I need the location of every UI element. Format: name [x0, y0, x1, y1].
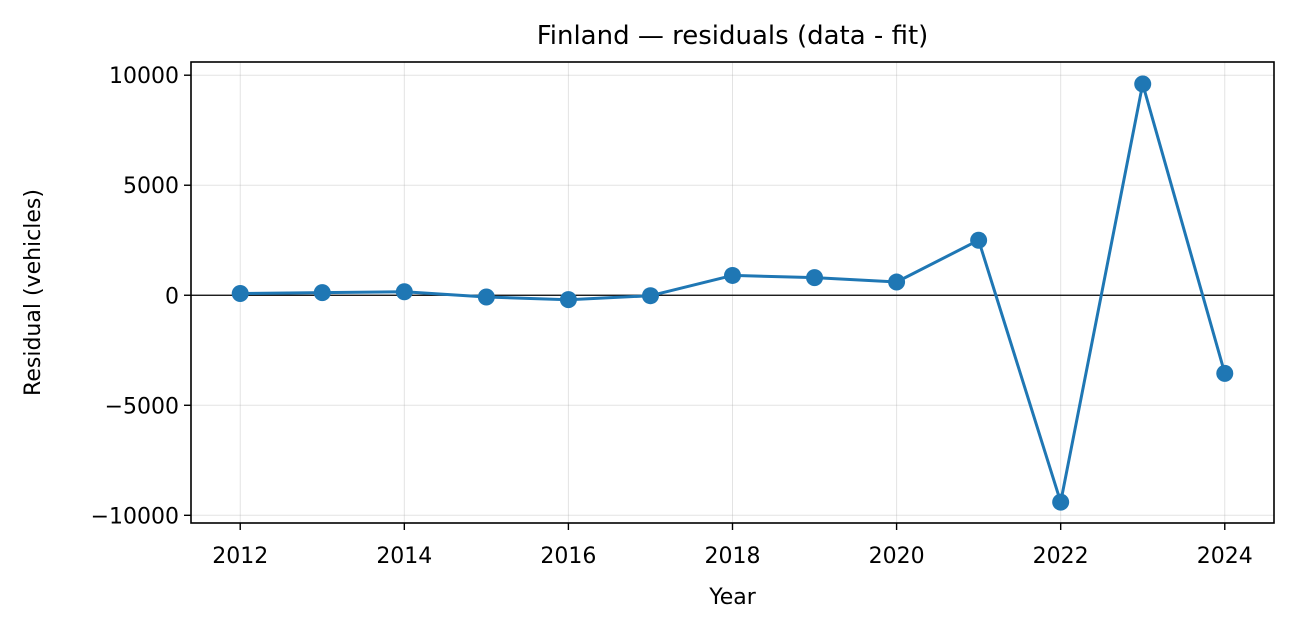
y-tick-label: 10000 — [109, 64, 179, 89]
x-tick-label: 2012 — [212, 544, 268, 569]
x-tick-label: 2022 — [1033, 544, 1089, 569]
x-tick-label: 2020 — [869, 544, 925, 569]
data-point — [1052, 493, 1070, 511]
data-point — [888, 273, 906, 291]
data-point — [1216, 364, 1234, 382]
data-point — [1134, 75, 1152, 93]
data-point — [641, 287, 659, 305]
x-axis-label: Year — [708, 585, 757, 610]
data-point — [313, 284, 331, 302]
x-tick-label: 2014 — [376, 544, 432, 569]
y-tick-label: 5000 — [123, 174, 179, 199]
y-tick-label: −5000 — [105, 394, 179, 419]
data-point — [724, 266, 741, 284]
x-tick-label: 2016 — [540, 544, 596, 569]
y-axis-label: Residual (vehicles) — [21, 189, 46, 396]
chart-title: Finland — residuals (data - fit) — [537, 21, 929, 51]
data-point — [395, 283, 413, 301]
y-tick-label: 0 — [165, 284, 179, 309]
data-point — [477, 288, 495, 306]
data-point — [970, 231, 988, 249]
data-point — [559, 291, 577, 309]
x-tick-label: 2024 — [1197, 544, 1253, 569]
x-tick-label: 2018 — [705, 544, 761, 569]
data-point — [231, 284, 249, 302]
series-layer — [231, 75, 1234, 511]
y-tick-label: −10000 — [91, 504, 179, 529]
data-point — [806, 269, 824, 287]
axis-ticks: 2012 2014 2016 2018 2020 2022 2024 −10000 −5000 0… — [91, 64, 1253, 569]
